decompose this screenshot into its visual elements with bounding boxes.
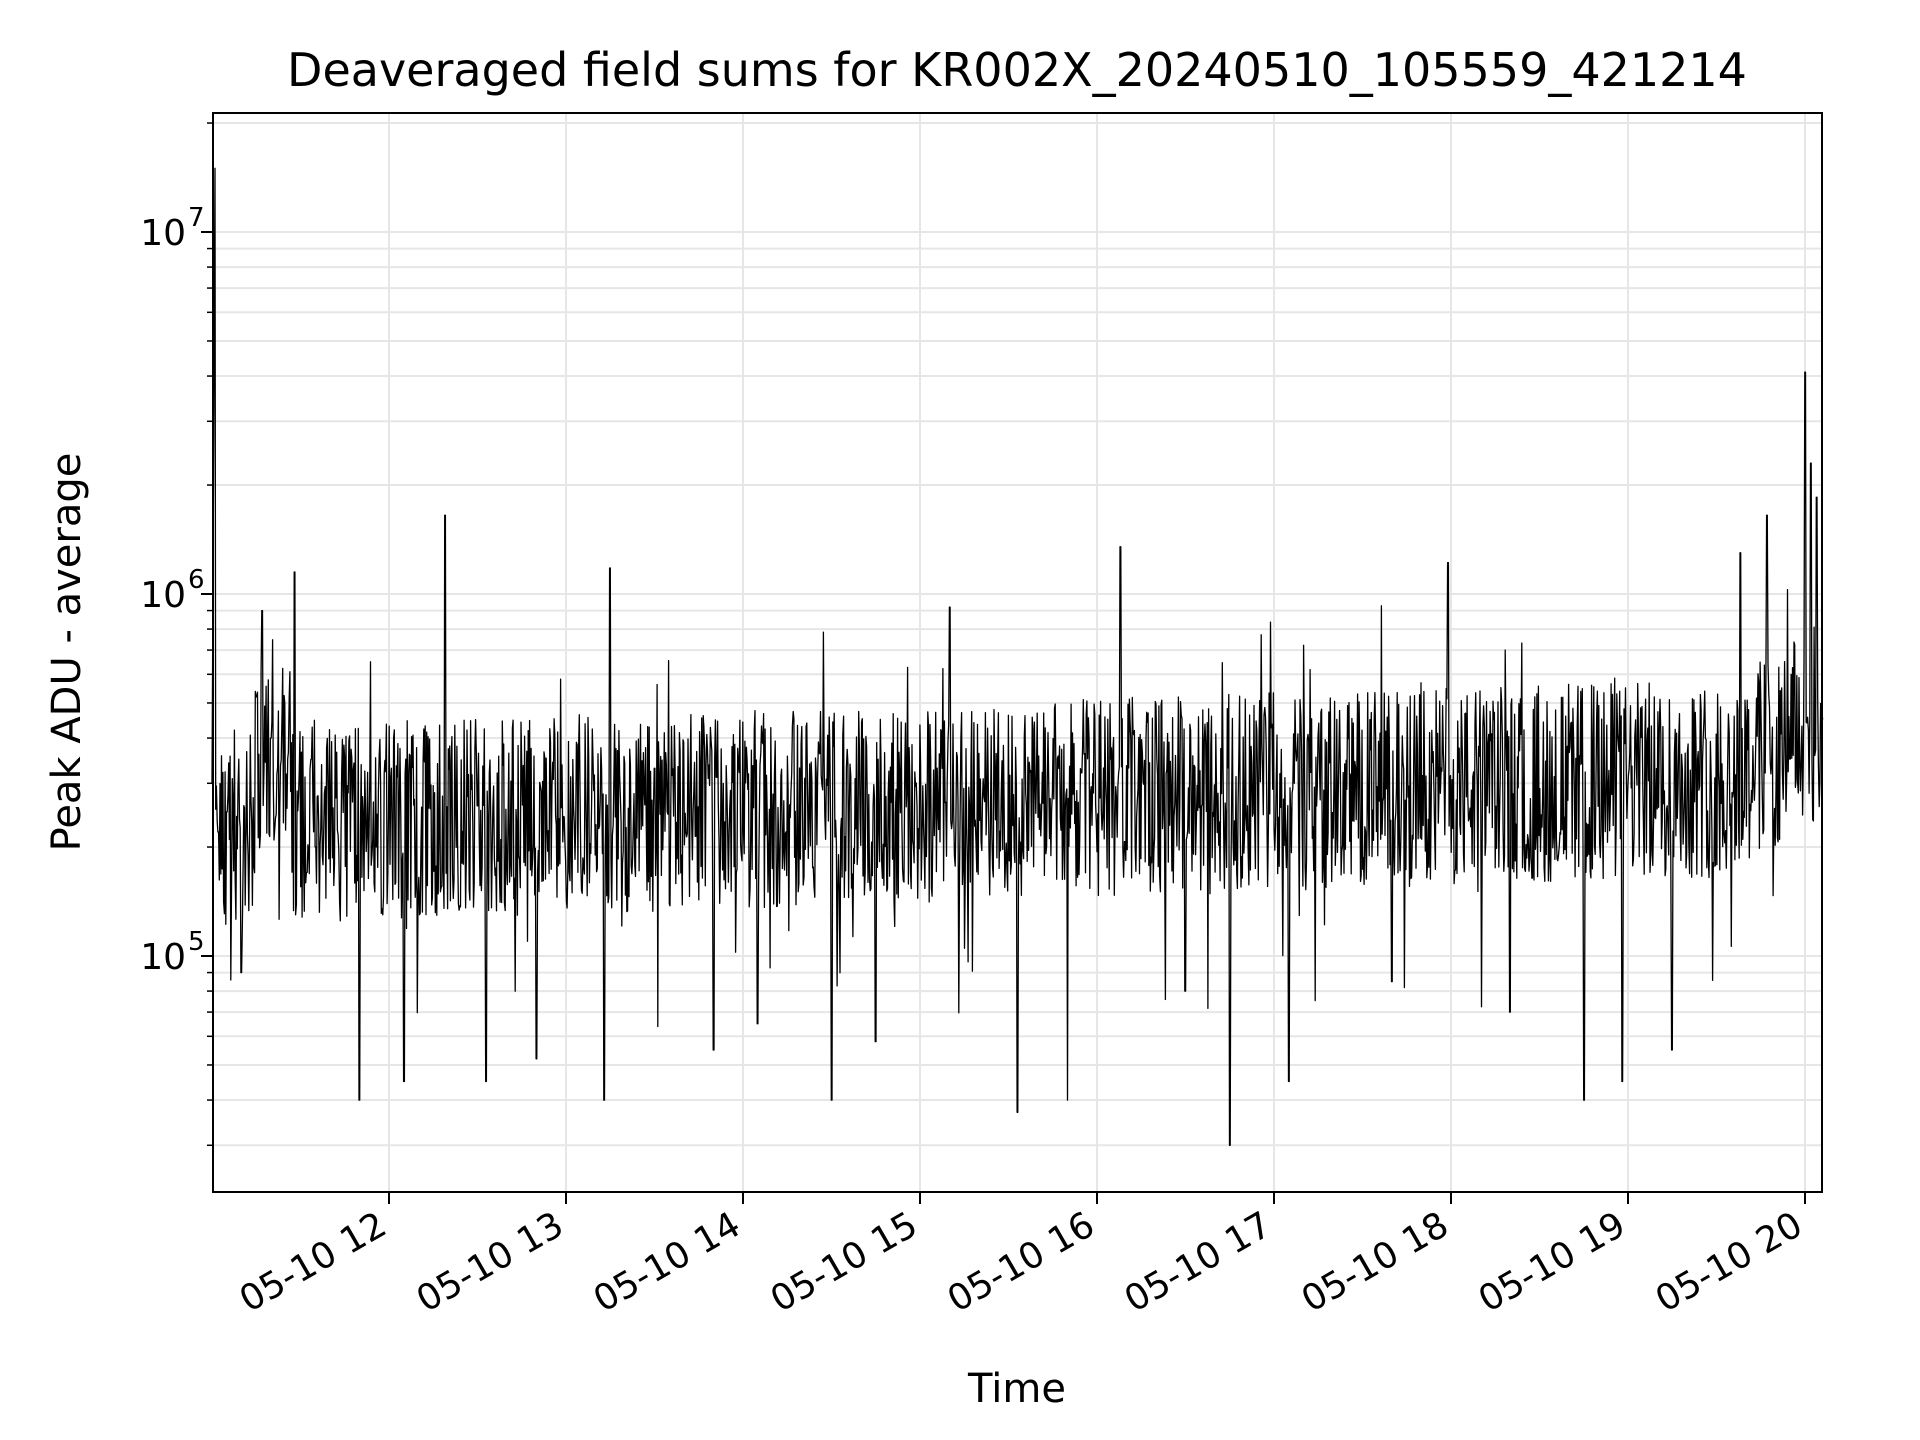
y-tick-label: 10 — [140, 575, 186, 616]
series-line — [211, 167, 1824, 1146]
y-tick-exponent: 5 — [188, 927, 205, 957]
y-tick-exponent: 7 — [188, 203, 205, 233]
series-layer — [211, 167, 1824, 1146]
y-tick-label: 10 — [140, 937, 186, 978]
plot-frame — [212, 112, 1823, 1193]
chart-title: Deaveraged field sums for KR002X_2024051… — [287, 43, 1747, 97]
y-tick-label: 10 — [140, 213, 186, 254]
x-axis-label: Time — [967, 1366, 1066, 1412]
y-tick-exponent: 6 — [188, 565, 205, 595]
y-axis-label: Peak ADU - average — [44, 453, 90, 852]
